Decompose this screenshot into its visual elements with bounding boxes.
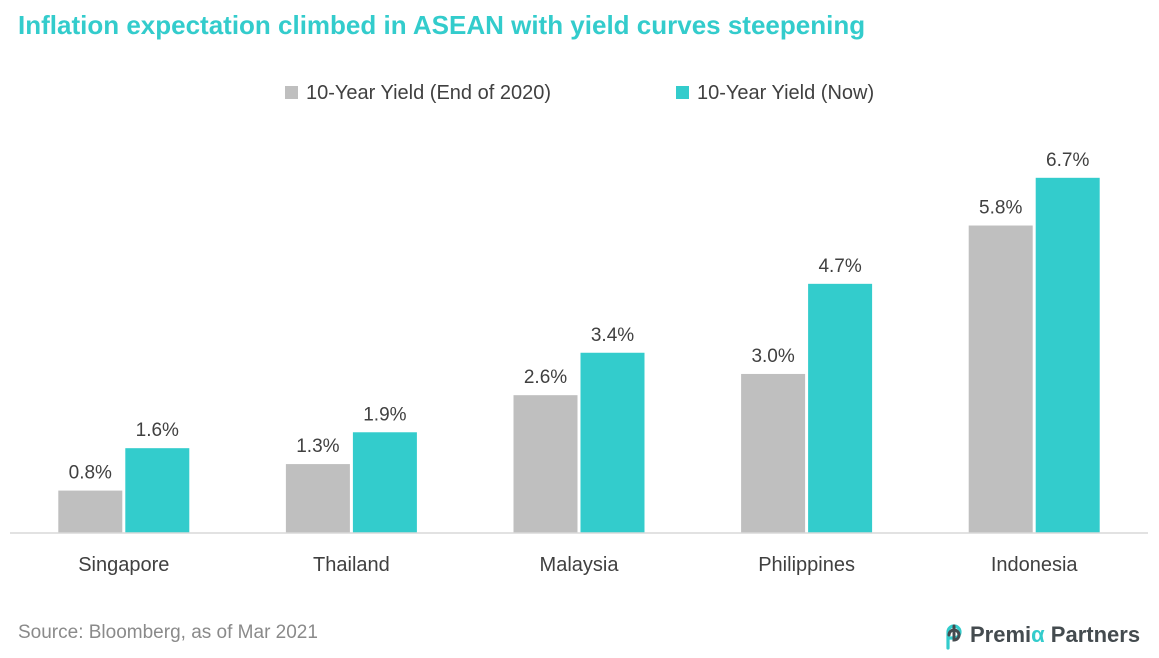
legend-swatch-2 [676,86,689,99]
legend-label-1: 10-Year Yield (End of 2020) [306,82,551,104]
bar-philippines-series-2 [808,283,873,533]
data-label-indonesia-series-1: 5.8% [979,198,1022,219]
data-label-indonesia-series-2: 6.7% [1046,150,1089,171]
x-tick-label-malaysia: Malaysia [540,554,620,576]
logo-text-alpha: α [1031,622,1045,647]
data-labels: 0.8% 1.6% 1.3% 1.9% 2.6% 3.4% 3.0% 4.7% 5.8% 6.7% [69,150,1090,484]
bars [58,177,1100,533]
logo-text-prefix: Premi [970,622,1032,647]
bar-singapore-series-1 [58,490,123,533]
x-tick-label-singapore: Singapore [78,554,169,576]
data-label-malaysia-series-1: 2.6% [524,367,567,388]
bar-indonesia-series-2 [1035,177,1100,533]
data-label-singapore-series-2: 1.6% [136,420,179,441]
chart-title: Inflation expectation climbed in ASEAN w… [18,10,866,40]
data-label-thailand-series-2: 1.9% [363,404,406,425]
data-label-singapore-series-1: 0.8% [69,463,112,484]
data-label-philippines-series-2: 4.7% [818,256,861,277]
bar-singapore-series-2 [125,448,190,533]
source-note: Source: Bloomberg, as of Mar 2021 [18,622,318,643]
bar-chart: 10-Year Yield (End of 2020) 10-Year Yield… [10,82,1148,576]
legend-swatch-1 [285,86,298,99]
x-tick-label-indonesia: Indonesia [991,554,1079,576]
bar-malaysia-series-1 [513,395,578,533]
bar-philippines-series-1 [741,373,806,533]
data-label-thailand-series-1: 1.3% [296,436,339,457]
legend: 10-Year Yield (End of 2020) 10-Year Yield… [285,82,874,104]
bar-thailand-series-2 [352,432,417,533]
logo-text-suffix: Partners [1044,622,1141,647]
x-tick-label-thailand: Thailand [313,554,390,576]
x-tick-label-philippines: Philippines [758,554,855,576]
data-label-malaysia-series-2: 3.4% [591,325,634,346]
bar-thailand-series-1 [285,464,350,533]
data-label-philippines-series-1: 3.0% [751,346,794,367]
premia-partners-logo: Premiα Partners [940,620,1140,650]
legend-label-2: 10-Year Yield (Now) [697,82,874,104]
premia-logo-icon [946,624,962,650]
bar-malaysia-series-2 [580,352,645,533]
logo-text: Premiα Partners [970,622,1140,648]
bar-indonesia-series-1 [968,225,1033,533]
x-tick-labels: Singapore Thailand Malaysia Philippines Indo… [78,554,1078,576]
